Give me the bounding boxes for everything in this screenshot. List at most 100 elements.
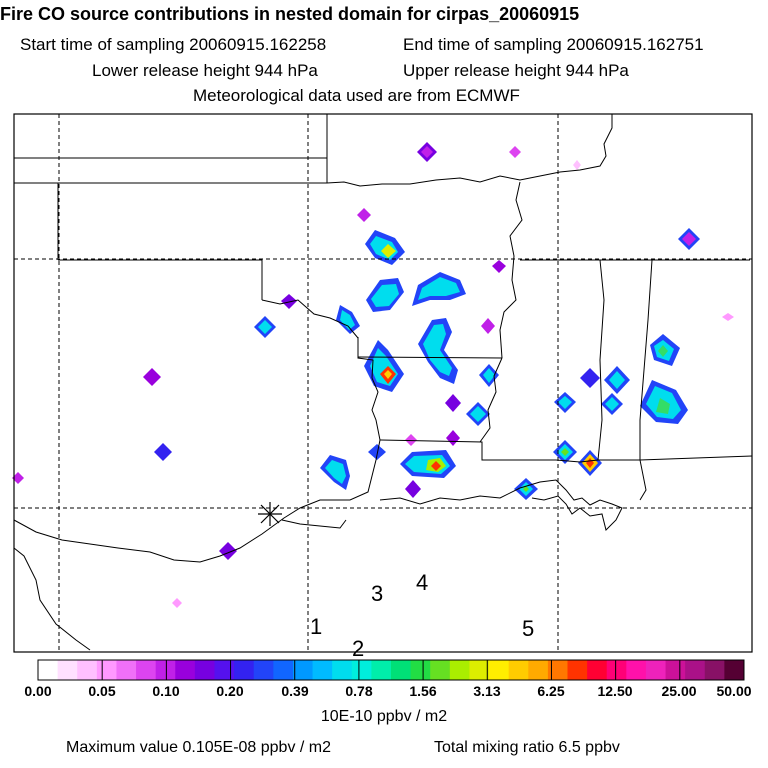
track-label: 4 bbox=[416, 570, 428, 595]
fire-plume bbox=[722, 313, 734, 321]
fire-plume bbox=[400, 450, 456, 478]
colorbar-cell bbox=[410, 660, 431, 680]
total-mixing-ratio-text: Total mixing ratio 6.5 ppbv bbox=[434, 739, 620, 756]
track-label: 2 bbox=[352, 636, 364, 661]
fire-plume bbox=[580, 368, 600, 388]
track-label: 5 bbox=[522, 616, 534, 641]
colorbar-cell bbox=[57, 660, 78, 680]
fire-plume bbox=[320, 455, 350, 490]
colorbar-cell bbox=[606, 660, 627, 680]
colorbar-cell bbox=[253, 660, 274, 680]
colorbar-cell bbox=[312, 660, 333, 680]
fire-plume bbox=[366, 278, 404, 312]
colorbar-cell bbox=[234, 660, 255, 680]
colorbar-cell bbox=[332, 660, 353, 680]
colorbar-frame bbox=[37, 659, 745, 681]
fire-plume bbox=[364, 340, 404, 392]
colorbar-tick-label: 1.56 bbox=[409, 683, 437, 699]
fire-plume bbox=[578, 450, 602, 476]
fire-plume bbox=[553, 440, 577, 464]
state-borders bbox=[13, 114, 753, 651]
colorbar-tick-label: 0.20 bbox=[216, 683, 244, 699]
colorbar-cell bbox=[665, 660, 686, 680]
colorbar-cell bbox=[96, 660, 117, 680]
colorbar-tick-label: 0.10 bbox=[152, 683, 180, 699]
track-label: 1 bbox=[310, 614, 322, 639]
colorbar-cell bbox=[430, 660, 451, 680]
fire-plume bbox=[418, 318, 458, 384]
colorbar-cell bbox=[508, 660, 529, 680]
fire-plume bbox=[154, 443, 172, 461]
track-label: 3 bbox=[371, 581, 383, 606]
colorbar-cell bbox=[136, 660, 157, 680]
colorbar-cell bbox=[469, 660, 490, 680]
colorbar-tick-label: 50.00 bbox=[716, 683, 752, 699]
colorbar-cell bbox=[38, 660, 59, 680]
met-data-text: Meteorological data used are from ECMWF bbox=[193, 86, 520, 105]
colorbar-cell bbox=[449, 660, 470, 680]
colorbar-tick-label: 25.00 bbox=[661, 683, 697, 699]
maximum-value-text: Maximum value 0.105E-08 ppbv / m2 bbox=[66, 739, 332, 756]
colorbar bbox=[37, 660, 745, 680]
asterisk-icon bbox=[258, 502, 282, 526]
fire-plume bbox=[481, 318, 495, 334]
fire-plume bbox=[601, 393, 623, 415]
colorbar-tick-label: 12.50 bbox=[597, 683, 633, 699]
lower-release-text: Lower release height 944 hPa bbox=[92, 61, 318, 80]
end-sampling-text: End time of sampling 20060915.162751 bbox=[403, 35, 704, 54]
fire-plume bbox=[514, 478, 538, 500]
page-title: Fire CO source contributions in nested d… bbox=[0, 4, 580, 24]
fire-plume bbox=[573, 160, 581, 170]
colorbar-cell bbox=[489, 660, 510, 680]
fire-plume bbox=[492, 260, 506, 273]
colorbar-cell bbox=[175, 660, 196, 680]
colorbar-cell bbox=[155, 660, 176, 680]
colorbar-cell bbox=[273, 660, 294, 680]
colorbar-cell bbox=[685, 660, 706, 680]
colorbar-cell bbox=[724, 660, 745, 680]
concentration-field bbox=[12, 142, 734, 608]
colorbar-tick-label: 0.05 bbox=[88, 683, 116, 699]
fire-plume bbox=[509, 146, 521, 158]
fire-plume bbox=[466, 402, 490, 426]
lat-lon-grid bbox=[14, 114, 752, 652]
colorbar-cell bbox=[351, 660, 372, 680]
colorbar-cell bbox=[626, 660, 647, 680]
fire-plume bbox=[172, 598, 182, 608]
colorbar-cell bbox=[587, 660, 608, 680]
start-sampling-text: Start time of sampling 20060915.162258 bbox=[20, 35, 327, 54]
colorbar-tick-label: 0.78 bbox=[345, 683, 373, 699]
colorbar-cell bbox=[77, 660, 98, 680]
colorbar-cell bbox=[116, 660, 137, 680]
colorbar-cell bbox=[645, 660, 667, 680]
fire-plume bbox=[650, 334, 680, 366]
fire-plume bbox=[417, 142, 437, 162]
colorbar-cell bbox=[371, 660, 392, 680]
fire-plume bbox=[365, 230, 405, 265]
fire-plume bbox=[405, 434, 417, 446]
colorbar-tick-label: 0.00 bbox=[24, 683, 52, 699]
colorbar-cell bbox=[547, 660, 568, 680]
colorbar-cell bbox=[194, 660, 215, 680]
fire-plume bbox=[554, 392, 576, 413]
fire-plume bbox=[678, 228, 700, 250]
colorbar-cell bbox=[704, 660, 725, 680]
colorbar-tick-label: 0.39 bbox=[281, 683, 309, 699]
colorbar-cell bbox=[528, 660, 549, 680]
fire-plume bbox=[357, 208, 371, 222]
colorbar-cell bbox=[391, 660, 412, 680]
fire-plume bbox=[445, 394, 461, 412]
fire-plume bbox=[336, 305, 360, 334]
colorbar-cell bbox=[567, 660, 588, 680]
colorbar-tick-label: 6.25 bbox=[537, 683, 565, 699]
fire-plume bbox=[604, 366, 630, 394]
upper-release-text: Upper release height 944 hPa bbox=[403, 61, 629, 80]
fire-plume bbox=[143, 368, 161, 386]
fire-plume bbox=[12, 472, 24, 484]
colorbar-cell bbox=[292, 660, 314, 680]
colorbar-units: 10E-10 ppbv / m2 bbox=[320, 708, 448, 725]
fire-plume bbox=[446, 430, 460, 446]
fire-plume bbox=[254, 316, 276, 338]
fire-plume bbox=[479, 364, 499, 387]
